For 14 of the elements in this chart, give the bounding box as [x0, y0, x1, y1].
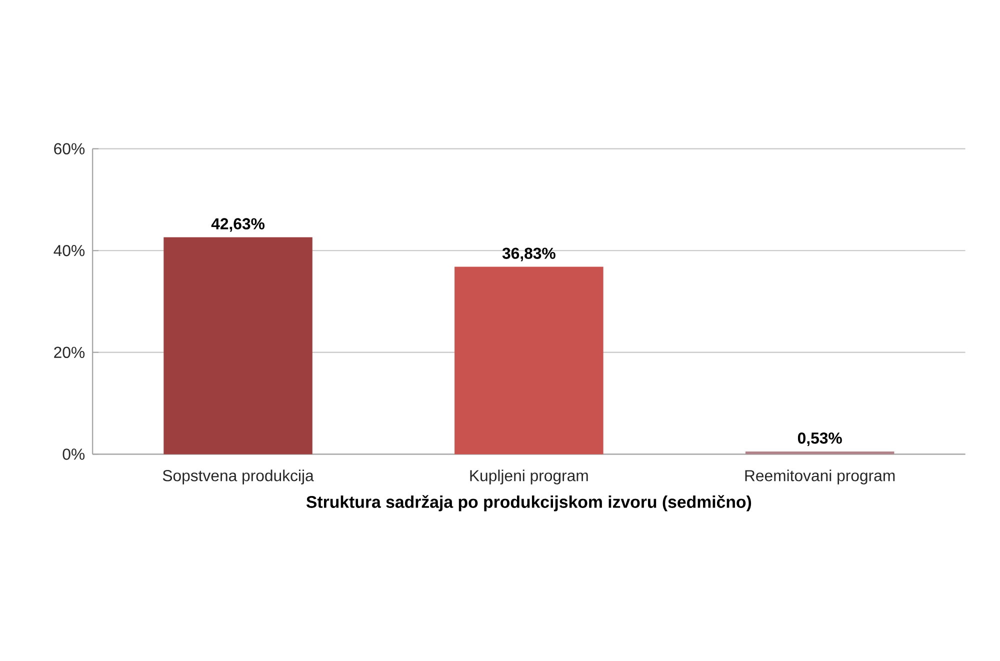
y-tick-label: 0% — [62, 448, 85, 460]
bar — [164, 236, 312, 454]
y-tick-label: 40% — [54, 244, 85, 256]
data-label: 36,83% — [502, 247, 556, 261]
y-tick-label: 60% — [54, 142, 85, 154]
x-axis-title: Struktura sadržaja po produkcijskom izvoru (sedmično) — [306, 494, 752, 512]
x-tick-label: Reemitovani program — [745, 469, 895, 484]
bar — [454, 266, 604, 454]
x-tick-label: Sopstvena produkcija — [162, 469, 314, 484]
data-label: 42,63% — [211, 218, 264, 232]
x-tick-label: Kupljeni program — [470, 469, 588, 484]
y-tick-label: 20% — [54, 346, 85, 358]
data-label: 0,53% — [798, 432, 842, 446]
bar — [745, 451, 894, 454]
